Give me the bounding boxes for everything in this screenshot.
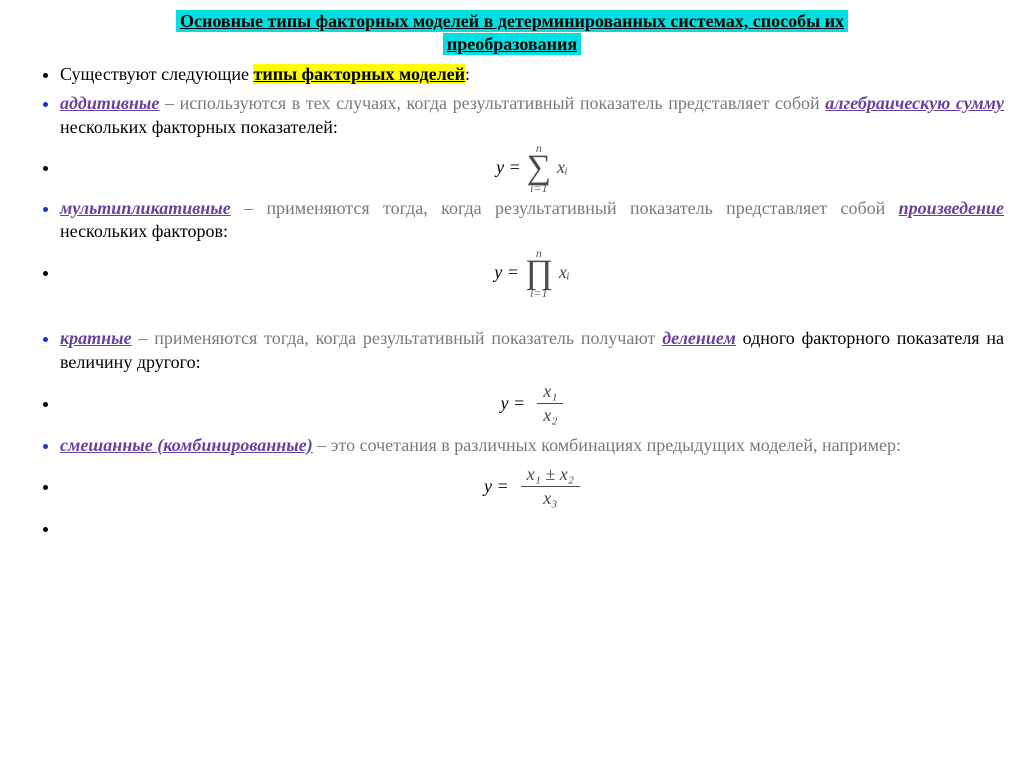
item-1-tail2: нескольких факторных показателей:	[60, 117, 338, 137]
item-3: кратные – применяются тогда, когда резул…	[20, 327, 1004, 374]
item-2-formula: у = n ∏ i=1 xᵢ	[60, 250, 1004, 296]
formula-y-1: у =	[496, 156, 521, 179]
sum-icon: n ∑ i=1	[527, 145, 551, 191]
item-1-formula-wrap: у = n ∑ i=1 xᵢ	[20, 145, 1004, 191]
formula-y-3: у =	[501, 392, 526, 415]
item-3-text: кратные – применяются тогда, когда резул…	[60, 327, 1004, 374]
intro-list: Существуют следующие типы факторных моде…	[20, 63, 1004, 86]
fraction-icon: x₁ x₂	[537, 380, 563, 428]
item-3-term2: делением	[662, 328, 736, 348]
page-title-wrap: Основные типы факторных моделей в детерм…	[20, 10, 1004, 57]
intro-suffix: :	[465, 64, 470, 84]
prod-icon: n ∏ i=1	[525, 250, 553, 296]
item-3-tail1: – применяются тогда, когда результативны…	[132, 328, 663, 348]
empty-bullet	[60, 517, 1004, 540]
item-2-term: мультипликативные	[60, 198, 231, 218]
item-4-formula: у = x₁ ± x₂ x₃	[60, 463, 1004, 511]
item-3-formula: у = x₁ x₂	[60, 380, 1004, 428]
page-title-line1: Основные типы факторных моделей в детерм…	[176, 10, 848, 32]
item-4: смешанные (комбинированные) – это сочета…	[20, 434, 1004, 457]
item-2-tail2: нескольких факторов:	[60, 221, 228, 241]
sum-lower: i=1	[530, 185, 547, 191]
prod-lower: i=1	[530, 290, 547, 296]
item-1-text: аддитивные – используются в тех случаях,…	[60, 92, 1004, 139]
item-1-formula: у = n ∑ i=1 xᵢ	[60, 145, 1004, 191]
formula-y-2: у =	[494, 261, 519, 284]
formula-y-4: у =	[484, 475, 509, 498]
page-title-line2: преобразования	[443, 33, 581, 55]
item-3-formula-wrap: у = x₁ x₂	[20, 380, 1004, 428]
item-1-tail1: – используются в тех случаях, когда резу…	[159, 93, 825, 113]
prod-body: xᵢ	[559, 261, 570, 284]
item-1-term: аддитивные	[60, 93, 159, 113]
frac-den-4: x₃	[537, 487, 563, 510]
item-4-tail1: – это сочетания в различных комбинациях …	[313, 435, 901, 455]
item-2-formula-wrap: у = n ∏ i=1 xᵢ	[20, 250, 1004, 296]
frac-den-3: x₂	[537, 404, 563, 427]
item-4-formula-wrap: у = x₁ ± x₂ x₃	[20, 463, 1004, 540]
frac-num-3: x₁	[537, 380, 563, 403]
item-4-term: смешанные (комбинированные)	[60, 435, 313, 455]
intro-prefix: Существуют следующие	[60, 64, 253, 84]
item-2-text: мультипликативные – применяются тогда, к…	[60, 197, 1004, 244]
item-4-text: смешанные (комбинированные) – это сочета…	[60, 434, 1004, 457]
item-2-tail1: – применяются тогда, когда результативны…	[231, 198, 899, 218]
intro-line: Существуют следующие типы факторных моде…	[60, 63, 1004, 86]
intro-highlight: типы факторных моделей	[253, 64, 465, 84]
item-1: аддитивные – используются в тех случаях,…	[20, 92, 1004, 139]
item-2: мультипликативные – применяются тогда, к…	[20, 197, 1004, 244]
item-2-term2: произведение	[899, 198, 1004, 218]
item-3-term: кратные	[60, 328, 132, 348]
item-1-term2: алгебраическую сумму	[825, 93, 1004, 113]
frac-num-4: x₁ ± x₂	[521, 463, 580, 486]
fraction-icon-2: x₁ ± x₂ x₃	[521, 463, 580, 511]
sum-body: xᵢ	[557, 156, 568, 179]
